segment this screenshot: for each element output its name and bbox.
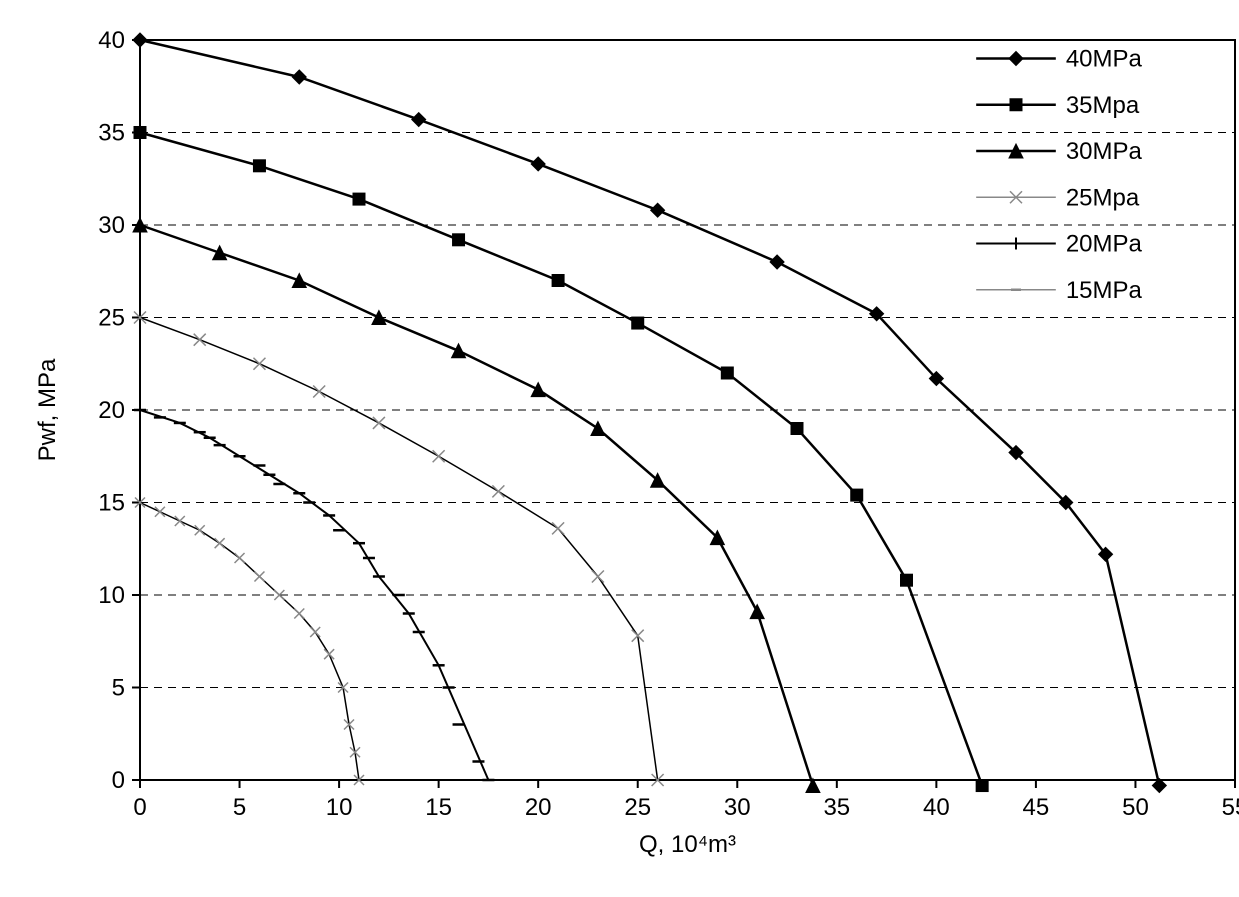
legend-label: 30MPa xyxy=(1066,138,1143,165)
marker-diamond xyxy=(133,33,147,47)
marker-diamond xyxy=(1009,52,1023,66)
marker-square xyxy=(134,127,146,139)
x-tick-label: 20 xyxy=(525,794,552,821)
y-tick-label: 35 xyxy=(98,120,125,147)
x-tick-label: 45 xyxy=(1023,794,1050,821)
marker-triangle xyxy=(292,274,306,288)
x-tick-label: 50 xyxy=(1122,794,1149,821)
series-s40 xyxy=(133,33,1166,793)
y-tick-label: 25 xyxy=(98,305,125,332)
series-line xyxy=(140,225,813,786)
legend-label: 35Mpa xyxy=(1066,92,1140,119)
marker-triangle xyxy=(213,246,227,260)
marker-square xyxy=(851,489,863,501)
y-tick-label: 0 xyxy=(112,767,125,794)
marker-square xyxy=(453,234,465,246)
y-axis-label: Pwf, MPa xyxy=(34,358,61,461)
x-tick-label: 10 xyxy=(326,794,353,821)
y-tick-label: 40 xyxy=(98,27,125,54)
marker-triangle xyxy=(591,422,605,436)
marker-diamond xyxy=(651,203,665,217)
legend-label: 25Mpa xyxy=(1066,184,1140,211)
marker-triangle xyxy=(452,344,466,358)
marker-square xyxy=(721,367,733,379)
marker-square xyxy=(791,423,803,435)
marker-diamond xyxy=(412,113,426,127)
legend: 40MPa 35Mpa 30MPa 25Mpa 20MPa 15MPa xyxy=(976,46,1142,304)
marker-triangle xyxy=(750,605,764,619)
marker-square xyxy=(253,160,265,172)
y-tick-label: 10 xyxy=(98,582,125,609)
x-tick-label: 0 xyxy=(133,794,146,821)
legend-label: 40MPa xyxy=(1066,46,1143,73)
x-tick-label: 35 xyxy=(823,794,850,821)
chart-svg: 0 5 10 15 20 25 30 35 40 45 50 55 0 5 10 15 20 25 30 35 40 Q,… xyxy=(20,20,1239,877)
series-s30 xyxy=(133,218,820,793)
x-tick-label: 55 xyxy=(1222,794,1239,821)
y-tick-label: 30 xyxy=(98,212,125,239)
series-s25 xyxy=(134,312,664,787)
legend-label: 15MPa xyxy=(1066,277,1143,304)
marker-square xyxy=(901,574,913,586)
marker-diamond xyxy=(770,255,784,269)
y-tick-label: 5 xyxy=(112,675,125,702)
x-tick-label: 30 xyxy=(724,794,751,821)
y-tick-label: 15 xyxy=(98,490,125,517)
marker-square xyxy=(353,193,365,205)
chart-container: 0 5 10 15 20 25 30 35 40 45 50 55 0 5 10 15 20 25 30 35 40 Q,… xyxy=(20,20,1239,877)
marker-square xyxy=(1010,99,1022,111)
series-line xyxy=(140,318,658,781)
marker-diamond xyxy=(531,157,545,171)
legend-label: 20MPa xyxy=(1066,231,1143,258)
series-s15 xyxy=(135,498,364,786)
marker-triangle xyxy=(531,383,545,397)
x-axis-label: Q, 10⁴m³ xyxy=(639,831,736,858)
x-tick-label: 15 xyxy=(425,794,452,821)
series-line xyxy=(140,503,359,781)
series-s35 xyxy=(134,127,988,792)
x-tick-label: 5 xyxy=(233,794,246,821)
y-tick-label: 20 xyxy=(98,397,125,424)
x-tick-label: 25 xyxy=(624,794,651,821)
marker-diamond xyxy=(292,70,306,84)
marker-square xyxy=(632,317,644,329)
marker-square xyxy=(976,780,988,792)
marker-square xyxy=(552,275,564,287)
x-tick-label: 40 xyxy=(923,794,950,821)
